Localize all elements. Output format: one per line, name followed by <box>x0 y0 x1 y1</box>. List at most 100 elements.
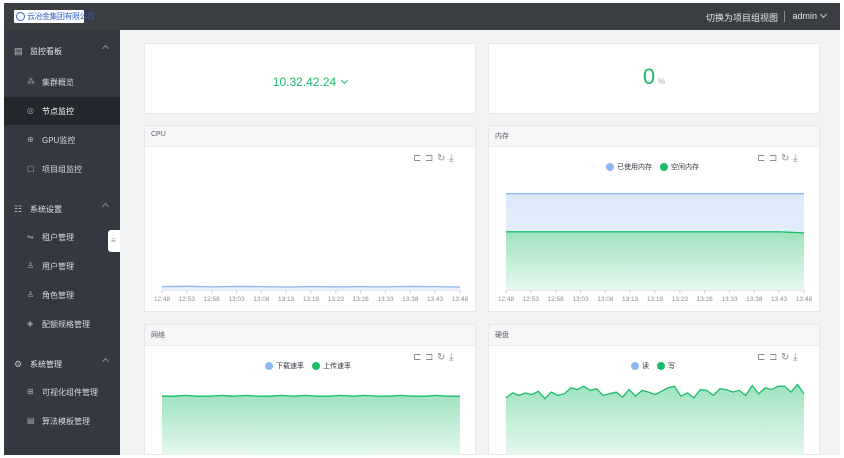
chart-toolbox: ⊏ ⊐ ↻ ⤓ <box>413 352 461 364</box>
sidebar-item-tenant-management[interactable]: ⇋ 租户管理 <box>4 223 120 251</box>
sidebar-item-label: 节点监控 <box>42 107 74 116</box>
project-icon: ▢ <box>27 164 35 173</box>
sidebar-group-label: 监控看板 <box>30 47 62 56</box>
series-line <box>505 383 805 400</box>
sidebar-item-label: 租户管理 <box>42 233 74 242</box>
app-frame: 云冶金集团有限公司 切换为项目组视图 admin ▤ 监控看板 ⁂ 集群概览 ◎… <box>4 3 840 455</box>
sidebar-group-label: 系统设置 <box>30 205 62 214</box>
sidebar-group-system-management[interactable]: ⚙ 系统管理 <box>4 351 120 377</box>
sidebar-item-user-management[interactable]: ♙ 用户管理 <box>4 252 120 280</box>
chart-toolbox: ⊏ ⊐ ↻ ⤓ <box>757 153 805 165</box>
legend-label[interactable]: 写 <box>668 362 675 370</box>
zoom-icon[interactable]: ⊏ <box>413 352 422 363</box>
restore-icon[interactable]: ↻ <box>437 153 446 164</box>
x-axis-tick-label: 13:33 <box>377 296 394 303</box>
menu-lines-icon: ≡ <box>111 236 116 245</box>
user-menu[interactable]: admin <box>792 10 828 21</box>
logo-emblem-icon <box>16 12 25 21</box>
chevron-up-icon <box>101 44 110 53</box>
legend-label[interactable]: 已使用内存 <box>617 163 652 171</box>
x-axis-tick-label: 13:43 <box>771 296 788 303</box>
legend-label[interactable]: 空闲内存 <box>671 163 699 171</box>
switch-to-project-view-link[interactable]: 切换为项目组视图 <box>705 13 778 23</box>
download-icon[interactable]: ⤓ <box>793 352 798 363</box>
gear-icon: ⚙ <box>14 359 23 369</box>
legend-swatch <box>312 361 320 370</box>
legend-swatch <box>660 162 668 171</box>
top-divider <box>784 11 785 22</box>
x-axis-tick-label: 13:08 <box>253 296 270 303</box>
component-icon: ⊞ <box>27 387 34 396</box>
sidebar-item-role-management[interactable]: ♙ 角色管理 <box>4 281 120 309</box>
sidebar-item-label: GPU监控 <box>42 136 76 145</box>
chart-header: 内存 <box>489 126 819 147</box>
cluster-icon: ⁂ <box>27 77 35 86</box>
legend-swatch <box>606 162 614 171</box>
sidebar-item-algorithm-template-management[interactable]: ▤ 算法模板管理 <box>4 407 120 435</box>
x-axis-tick-label: 13:28 <box>353 296 370 303</box>
sidebar-item-quota-spec-management[interactable]: ◈ 配额规格管理 <box>4 310 120 338</box>
node-ip-select[interactable]: 10.32.42.24 <box>145 75 475 89</box>
node-ip-panel: 10.32.42.24 <box>144 43 476 114</box>
chart-legend: 已使用内存 空闲内存 <box>606 158 707 171</box>
restore-icon[interactable]: ↻ <box>437 352 446 363</box>
zoom-reset-icon[interactable]: ⊐ <box>425 153 434 164</box>
sidebar-item-node-monitor[interactable]: ◎ 节点监控 <box>4 97 120 125</box>
zoom-icon[interactable]: ⊏ <box>757 352 766 363</box>
zoom-reset-icon[interactable]: ⊐ <box>769 352 778 363</box>
sidebar-group-label: 系统管理 <box>30 360 62 369</box>
chart-title: 硬盘 <box>495 332 509 339</box>
zoom-reset-icon[interactable]: ⊐ <box>425 352 434 363</box>
sidebar-group-system-settings[interactable]: ☷ 系统设置 <box>4 196 120 222</box>
summary-number: 0 <box>642 64 656 89</box>
summary-unit: % <box>658 77 666 86</box>
sidebar-item-gpu-monitor[interactable]: ⊕ GPU监控 <box>4 126 120 154</box>
x-axis-tick-label: 12:48 <box>498 296 515 303</box>
chart-title: CPU <box>151 131 166 138</box>
legend-swatch <box>657 361 665 370</box>
sidebar-item-visual-component-management[interactable]: ⊞ 可视化组件管理 <box>4 378 120 406</box>
template-icon: ▤ <box>27 416 35 425</box>
download-icon[interactable]: ⤓ <box>793 153 798 164</box>
sidebar-item-label: 用户管理 <box>42 262 74 271</box>
x-axis-tick-label: 13:13 <box>622 296 639 303</box>
chart-toolbox: ⊏ ⊐ ↻ ⤓ <box>757 352 805 364</box>
memory-chart-plot: 12:48 12:53 12:58 13:03 13:08 13:13 13:18 13:23… <box>498 193 813 303</box>
logo-text: 云冶金集团有限公司 <box>27 12 95 21</box>
x-axis-tick-label: 13:08 <box>597 296 614 303</box>
chart-title: 内存 <box>495 133 509 140</box>
zoom-icon[interactable]: ⊏ <box>413 153 422 164</box>
sidebar-item-project-monitor[interactable]: ▢ 项目组监控 <box>4 155 120 183</box>
x-axis-tick-label: 13:03 <box>572 296 589 303</box>
node-ip-value: 10.32.42.24 <box>272 75 337 89</box>
x-axis-tick-label: 12:53 <box>179 296 196 303</box>
disk-chart-panel: 硬盘 读 写 ⊏ ⊐ ↻ ⤓ <box>488 324 820 455</box>
legend-label[interactable]: 上传速率 <box>323 362 351 370</box>
legend-label[interactable]: 下载速率 <box>276 362 304 370</box>
legend-label[interactable]: 读 <box>642 362 649 370</box>
sidebar-item-label: 项目组监控 <box>42 165 82 174</box>
series-line <box>506 231 805 234</box>
role-icon: ♙ <box>27 290 35 299</box>
sidebar-item-cluster-overview[interactable]: ⁂ 集群概览 <box>4 68 120 96</box>
zoom-icon[interactable]: ⊏ <box>757 153 766 164</box>
legend-swatch <box>631 361 639 370</box>
chevron-down-icon <box>819 10 828 19</box>
restore-icon[interactable]: ↻ <box>781 352 790 363</box>
sidebar-collapse-handle[interactable]: ≡ <box>108 230 120 252</box>
cpu-chart-panel: CPU ⊏ ⊐ ↻ ⤓ 12:48 12:53 12:58 13:03 13:08 13:… <box>144 125 476 312</box>
download-icon[interactable]: ⤓ <box>449 352 454 363</box>
sidebar-item-label: 可视化组件管理 <box>42 388 98 397</box>
summary-value: 0% <box>489 64 819 90</box>
company-logo[interactable]: 云冶金集团有限公司 <box>14 10 95 23</box>
download-icon[interactable]: ⤓ <box>449 153 454 164</box>
x-axis-tick-label: 13:18 <box>303 296 320 303</box>
sidebar-item-label: 配额规格管理 <box>42 320 90 329</box>
tenant-icon: ⇋ <box>27 232 34 241</box>
zoom-reset-icon[interactable]: ⊐ <box>769 153 778 164</box>
sidebar-group-monitor-dashboard[interactable]: ▤ 监控看板 <box>4 38 120 64</box>
chevron-up-icon <box>101 202 110 211</box>
restore-icon[interactable]: ↻ <box>781 153 790 164</box>
x-axis-tick-label: 12:58 <box>548 296 565 303</box>
x-axis-tick-label: 12:58 <box>204 296 221 303</box>
